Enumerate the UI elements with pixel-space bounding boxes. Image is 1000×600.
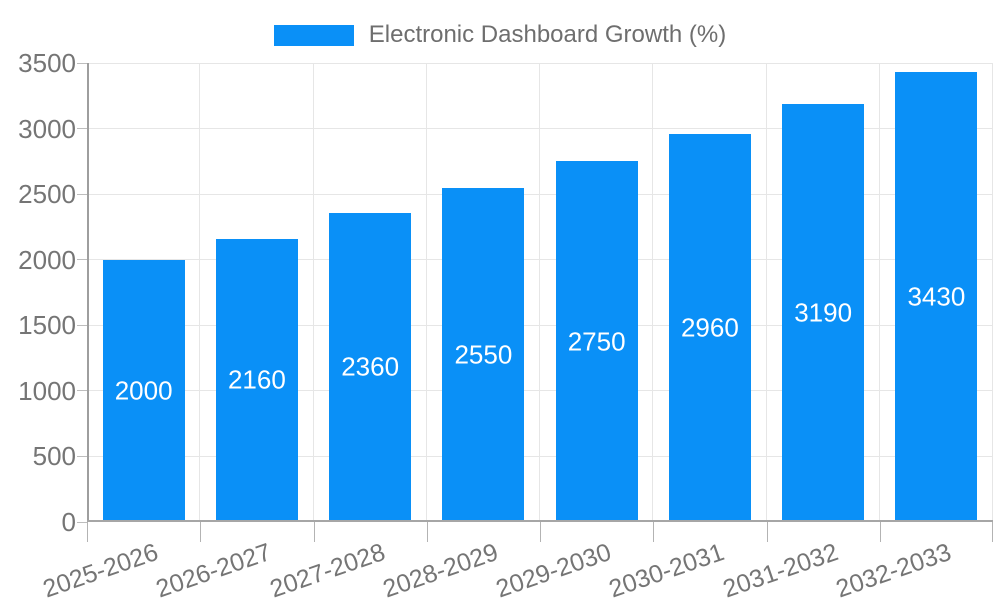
gridline-vertical	[539, 63, 540, 522]
x-tick-label: 2026-2027	[152, 538, 275, 600]
y-axis-line	[87, 63, 89, 522]
x-axis-tick	[200, 522, 202, 542]
y-tick-label: 3000	[18, 113, 76, 144]
y-tick-label: 1000	[18, 375, 76, 406]
bar: 2750	[555, 161, 638, 522]
gridline-vertical	[992, 63, 993, 522]
gridline-horizontal	[87, 193, 993, 195]
gridline-horizontal	[87, 62, 993, 64]
x-axis-tick	[313, 522, 315, 542]
y-axis-tick	[77, 324, 87, 326]
y-axis-tick	[77, 128, 87, 130]
x-tick-label: 2029-2030	[492, 538, 615, 600]
x-tick-label: 2025-2026	[39, 538, 162, 600]
bar-value-label: 2750	[567, 326, 626, 357]
gridline-vertical	[765, 63, 767, 522]
bar-value-label: 2960	[680, 312, 739, 343]
bar: 2360	[329, 212, 412, 522]
y-tick-label: 2500	[18, 179, 76, 210]
gridline-horizontal	[87, 455, 993, 457]
x-tick-label: 2028-2029	[379, 538, 502, 600]
legend: Electronic Dashboard Growth (%)	[0, 20, 1000, 50]
y-tick-label: 2000	[18, 244, 76, 275]
x-tick-label: 2030-2031	[605, 538, 728, 600]
y-tick-label: 1500	[18, 310, 76, 341]
bar-value-label: 3430	[907, 281, 966, 312]
y-axis-tick	[77, 62, 87, 64]
bar-value-label: 2360	[341, 351, 400, 382]
y-axis-tick	[77, 259, 87, 261]
y-axis-tick	[77, 521, 87, 523]
gridline-vertical	[878, 63, 880, 522]
x-tick-label: 2027-2028	[266, 538, 389, 600]
gridline-vertical	[425, 63, 427, 522]
y-tick-label: 500	[32, 441, 76, 472]
x-tick-label: 2031-2032	[719, 538, 842, 600]
legend-label: Electronic Dashboard Growth (%)	[368, 21, 727, 48]
y-tick-label: 0	[61, 507, 76, 537]
bar: 2550	[442, 187, 525, 522]
bar: 2960	[668, 133, 751, 522]
x-axis-tick	[879, 522, 881, 542]
x-axis-tick	[87, 522, 88, 542]
bar: 3190	[782, 103, 865, 522]
gridline-horizontal	[87, 390, 993, 392]
y-axis-tick	[77, 193, 87, 195]
y-axis-tick	[77, 390, 87, 392]
bar-value-label: 2550	[454, 339, 513, 370]
bar-value-label: 2000	[114, 375, 173, 406]
x-axis-tick	[426, 522, 428, 542]
plot-area: 2000 2160 2360 2550 2750 2960 3190 3430	[87, 62, 993, 522]
x-axis-tick	[766, 522, 768, 542]
gridline-vertical	[199, 63, 201, 522]
bar: 2000	[102, 259, 185, 522]
legend-swatch	[273, 24, 354, 46]
x-axis-tick	[540, 522, 541, 542]
x-axis-tick	[992, 522, 993, 542]
bar-value-label: 3190	[794, 297, 853, 328]
x-tick-label: 2032-2033	[832, 538, 955, 600]
gridline-horizontal	[87, 128, 993, 130]
gridline-vertical	[652, 63, 654, 522]
gridline-vertical	[312, 63, 314, 522]
bar-value-label: 2160	[227, 364, 286, 395]
gridline-horizontal	[87, 259, 993, 261]
bar: 3430	[895, 72, 978, 522]
gridline-horizontal	[87, 324, 993, 326]
bar: 2160	[215, 238, 298, 522]
x-axis-tick	[653, 522, 655, 542]
x-axis-line	[87, 520, 993, 522]
y-axis-tick	[77, 455, 87, 457]
y-tick-label: 3500	[18, 48, 76, 78]
